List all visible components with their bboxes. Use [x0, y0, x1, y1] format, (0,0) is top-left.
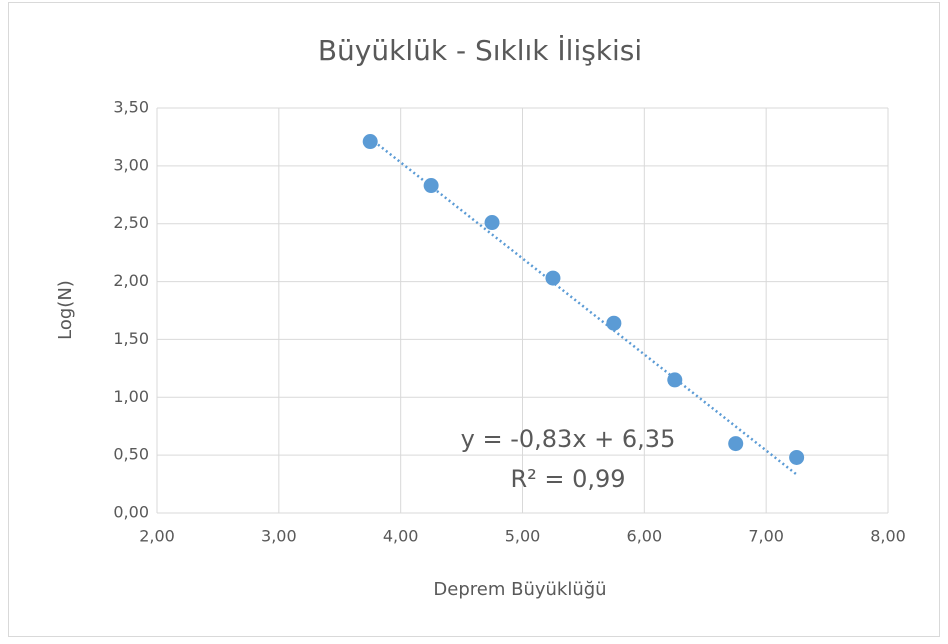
data-point — [484, 215, 500, 231]
y-tick-label: 3,50 — [113, 98, 149, 117]
trendline — [369, 137, 798, 476]
x-tick-label: 4,00 — [383, 527, 419, 546]
x-tick-label: 2,00 — [139, 527, 175, 546]
y-tick-label: 3,00 — [113, 155, 149, 174]
y-tick-label: 0,50 — [113, 445, 149, 464]
trendline-r2: R² = 0,99 — [510, 465, 625, 493]
data-point — [545, 270, 561, 286]
data-point — [423, 178, 439, 194]
marks — [362, 134, 805, 476]
x-tick-label: 6,00 — [627, 527, 663, 546]
data-point — [606, 315, 622, 331]
chart-title: Büyüklük - Sıklık İlişkisi — [318, 34, 642, 67]
data-point — [362, 134, 378, 150]
y-tick-label: 2,00 — [113, 271, 149, 290]
y-tick-label: 2,50 — [113, 213, 149, 232]
x-tick-label: 7,00 — [748, 527, 784, 546]
y-tick-label: 0,00 — [113, 503, 149, 522]
data-point — [667, 372, 683, 388]
y-tick-label: 1,50 — [113, 329, 149, 348]
trendline-equation: y = -0,83x + 6,35 — [461, 425, 676, 453]
x-tick-label: 8,00 — [870, 527, 906, 546]
x-tick-label: 5,00 — [505, 527, 541, 546]
x-axis-label: Deprem Büyüklüğü — [433, 579, 606, 600]
data-point — [789, 449, 805, 465]
grid — [156, 107, 889, 514]
y-tick-label: 1,00 — [113, 387, 149, 406]
data-point — [728, 436, 744, 452]
x-tick-label: 3,00 — [261, 527, 297, 546]
y-axis-label: Log(N) — [55, 280, 76, 340]
